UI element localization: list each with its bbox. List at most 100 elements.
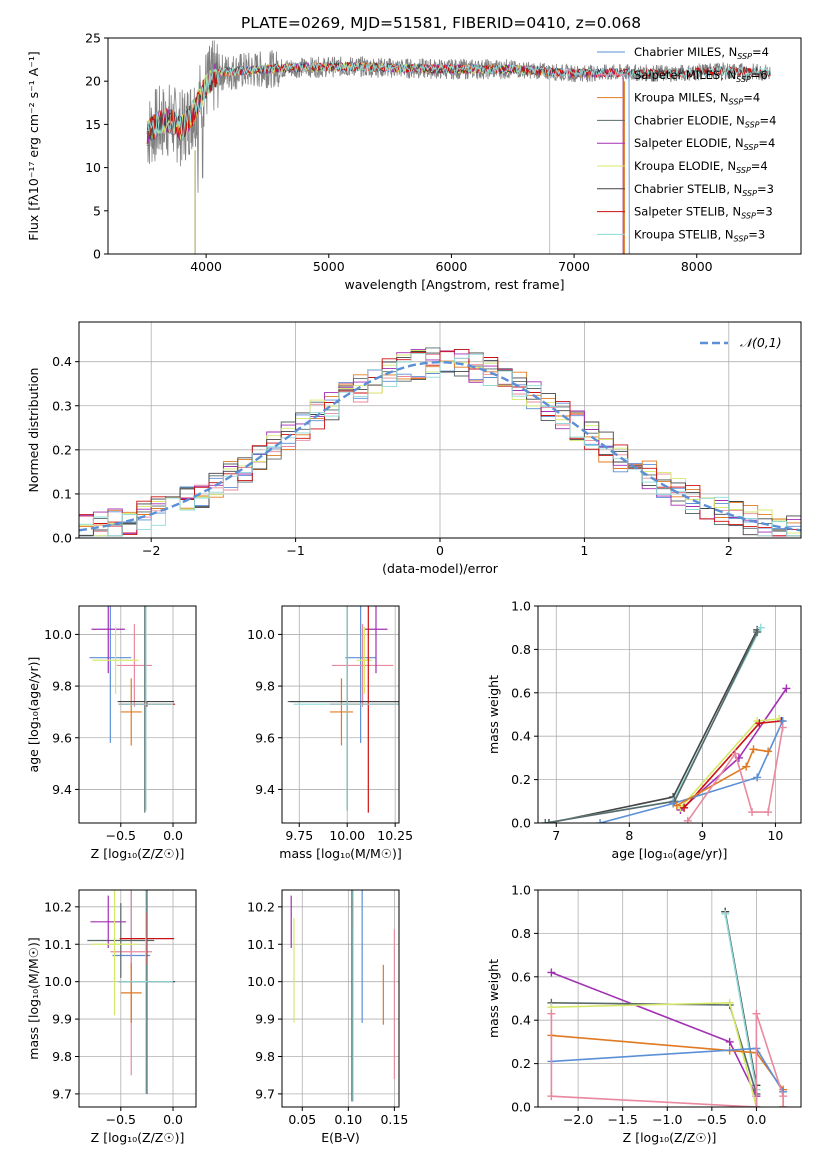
panel-mass_weight_vs_Z: −2.0 −1.5 −1.0 −0.5 0.0 0.0 0.2 0.4 0.6 0.8 1.0 Z [… [486, 883, 802, 1145]
y-tick-label: 0.4 [52, 354, 72, 369]
model-spectrum-salpeter_miles [146, 61, 624, 254]
x-tick-label: 0.0 [163, 828, 183, 843]
mass-weight-line-salpeter_elodie [551, 971, 758, 1097]
panel-residuals: −2 −1 0 1 2 0.0 0.1 0.2 0.3 0.4 (data-model)/error… [26, 321, 802, 576]
legend-entry: Salpeter STELIB, NSSP=3 [634, 205, 773, 221]
axes-frame-age_vs_mass: 9.75 10.00 10.25 9.4 9.6 9.8 10.0 mass [log₁₀(M… [247, 605, 413, 861]
y-tick-label: 5 [93, 203, 101, 218]
panel-mass_weight_vs_age: 7 8 9 10 0.0 0.2 0.4 0.6 0.8 1.0 age [log₁₀(age/yr… [486, 599, 802, 861]
y-axis-label: Flux [fλ10⁻¹⁷ erg cm⁻² s⁻¹ A⁻¹] [26, 51, 41, 240]
x-tick-label: 4000 [190, 259, 222, 274]
axes-frame [537, 889, 802, 1108]
panel-mass_vs_Z: −0.5 0.0 9.7 9.8 9.9 10.0 10.1 10.2 Z [log₁₀(Z/Z… [26, 889, 197, 1145]
y-tick-label: 10.2 [247, 899, 275, 914]
axes-frame [281, 605, 400, 824]
mass-weight-line-chabrier_stelib [548, 629, 758, 823]
legend-entry: Salpeter ELODIE, NSSP=4 [634, 136, 775, 152]
y-tick-label: 0.6 [511, 969, 531, 984]
y-tick-label: 0.2 [511, 772, 531, 787]
y-tick-label: 9.8 [52, 679, 72, 694]
x-tick-label: 0 [436, 543, 444, 558]
model-spectrum-salpeter_elodie [146, 61, 624, 254]
y-tick-label: 0.0 [511, 816, 531, 831]
y-tick-label: 0.2 [511, 1056, 531, 1071]
panel-age_vs_mass: 9.75 10.00 10.25 9.4 9.6 9.8 10.0 mass [log₁₀(M… [247, 605, 413, 861]
x-tick-label: −1.0 [652, 1112, 682, 1127]
plot-area-age_vs_Z [89, 606, 176, 813]
plot-area-spectrum [146, 40, 771, 254]
x-axis-label: E(B-V) [321, 1130, 360, 1145]
x-tick-label: 7 [552, 828, 560, 843]
axes-frame [281, 889, 400, 1108]
legend-entry: Kroupa ELODIE, NSSP=4 [634, 159, 768, 175]
y-tick-label: 15 [85, 117, 101, 132]
y-tick-label: 10.0 [44, 627, 72, 642]
x-tick-label: −1.5 [608, 1112, 638, 1127]
y-tick-label: 0.0 [511, 1100, 531, 1115]
y-axis-label: mass [log₁₀(M/M☉)] [26, 937, 41, 1059]
x-axis-label: mass [log₁₀(M/M☉)] [279, 846, 401, 861]
x-tick-label: 10.00 [329, 828, 365, 843]
y-tick-label: 20 [85, 74, 101, 89]
axes-frame-residuals: −2 −1 0 1 2 0.0 0.1 0.2 0.3 0.4 (data-model)/error… [26, 321, 802, 576]
legend-entry: Salpeter MILES, NSSP=6 [634, 68, 768, 84]
y-tick-label: 0 [93, 247, 101, 262]
x-axis-label: Z [log₁₀(Z/Z☉)] [623, 1130, 717, 1145]
x-axis-label: wavelength [Angstrom, rest frame] [344, 277, 564, 292]
x-axis-label: (data-model)/error [382, 561, 499, 576]
x-axis-label: Z [log₁₀(Z/Z☉)] [91, 1130, 185, 1145]
plot-area-mass_vs_Z [87, 890, 176, 1094]
legend-entry: Chabrier ELODIE, NSSP=4 [634, 113, 776, 129]
x-tick-label: 9 [698, 828, 706, 843]
x-tick-label: 8000 [681, 259, 713, 274]
y-tick-label: 25 [85, 31, 101, 46]
model-spectrum-kroupa_miles [146, 62, 624, 254]
mass-weight-line-chabrier_elodie [551, 1002, 758, 1095]
y-axis-label: mass weight [486, 675, 501, 754]
x-tick-label: −0.5 [697, 1112, 727, 1127]
legend-entry: 𝒩(0,1) [740, 335, 782, 350]
model-spectrum-kroupa_stelib [147, 61, 771, 140]
y-tick-label: 1.0 [511, 599, 531, 614]
x-tick-label: −2.0 [563, 1112, 593, 1127]
x-tick-label: 5000 [313, 259, 345, 274]
y-tick-label: 9.7 [255, 1086, 275, 1101]
y-tick-label: 0.4 [511, 1013, 531, 1028]
legend: 𝒩(0,1) [700, 335, 782, 350]
x-tick-label: −0.5 [106, 828, 136, 843]
y-tick-label: 0.2 [52, 442, 72, 457]
x-tick-label: 10.25 [377, 828, 413, 843]
x-tick-label: 6000 [436, 259, 468, 274]
y-tick-label: 10.0 [44, 974, 72, 989]
y-tick-label: 9.6 [52, 730, 72, 745]
x-tick-label: 0.0 [746, 1112, 766, 1127]
x-tick-label: 0.10 [334, 1112, 362, 1127]
y-tick-label: 0.4 [511, 729, 531, 744]
legend: Chabrier MILES, NSSP=4 Salpeter MILES, NS… [597, 45, 776, 243]
x-tick-label: 2 [725, 543, 733, 558]
y-tick-label: 10.0 [247, 627, 275, 642]
x-tick-label: 0.05 [288, 1112, 316, 1127]
x-axis-label: Z [log₁₀(Z/Z☉)] [91, 846, 185, 861]
y-tick-label: 9.6 [255, 730, 275, 745]
axes-frame [78, 605, 197, 824]
x-tick-label: −0.5 [106, 1112, 136, 1127]
y-tick-label: 10.1 [44, 937, 72, 952]
x-tick-label: 0.15 [380, 1112, 408, 1127]
x-tick-label: 8 [625, 828, 633, 843]
x-tick-label: −2 [142, 543, 160, 558]
y-tick-label: 10.0 [247, 974, 275, 989]
y-tick-label: 9.7 [52, 1086, 72, 1101]
x-tick-label: 9.75 [285, 828, 313, 843]
axes-frame-mass_weight_vs_age: 7 8 9 10 0.0 0.2 0.4 0.6 0.8 1.0 age [log₁₀(age/yr… [486, 599, 802, 861]
x-tick-label: 0.0 [163, 1112, 183, 1127]
y-tick-label: 9.8 [255, 679, 275, 694]
panel-mass_vs_ebv: 0.05 0.10 0.15 9.7 9.8 9.9 10.0 10.1 10.2 E(B-V) [247, 889, 408, 1145]
plot-area-mass_weight_vs_Z [547, 907, 788, 1107]
y-tick-label: 9.8 [52, 1049, 72, 1064]
y-axis-label: mass weight [486, 959, 501, 1038]
panel-age_vs_Z: −0.5 0.0 9.4 9.6 9.8 10.0 Z [log₁₀(Z/Z☉)] age [… [26, 605, 197, 861]
plot-area-mass_weight_vs_age [541, 623, 791, 823]
y-tick-label: 10.2 [44, 899, 72, 914]
